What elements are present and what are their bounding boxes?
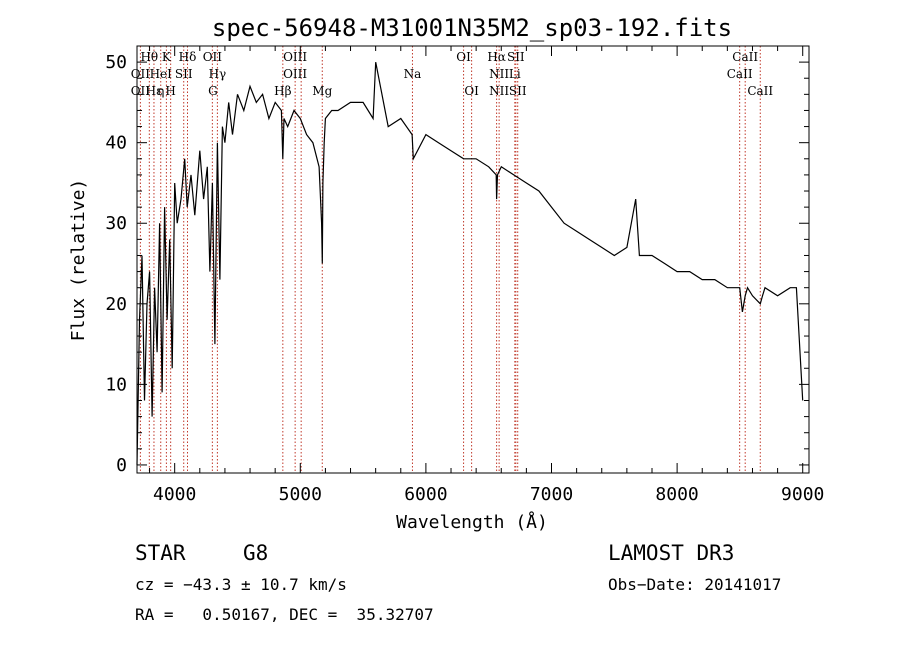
object-subclass: G8	[243, 541, 268, 565]
line-label-18: OI	[456, 50, 471, 64]
line-label-1: OII	[131, 67, 151, 81]
x-tick-label-6000: 6000	[404, 484, 447, 505]
line-label-15: Hβ	[274, 84, 291, 98]
line-label-27: CaII	[727, 67, 753, 81]
line-label-4: HeI	[150, 67, 173, 81]
line-label-6: η	[157, 84, 164, 98]
line-label-19: OI	[464, 84, 479, 98]
y-tick-label-20: 20	[105, 294, 127, 315]
obs-date: Obs−Date: 20141017	[608, 575, 781, 594]
line-label-24: NII	[489, 84, 509, 98]
line-label-14: OIII	[283, 67, 307, 81]
line-label-23: Li	[509, 67, 521, 81]
coordinates: RA = 0.50167, DEC = 35.32707	[135, 605, 434, 624]
x-tick-label-7000: 7000	[530, 484, 573, 505]
line-label-5: K	[162, 50, 172, 64]
x-axis-ticks: 4000 5000 6000 7000 8000 9000	[149, 46, 824, 505]
x-tick-label-5000: 5000	[279, 484, 322, 505]
y-tick-label-40: 40	[105, 133, 127, 154]
line-label-3: Hε	[146, 84, 163, 98]
line-label-12: G	[208, 84, 218, 98]
line-label-13: OIII	[283, 50, 307, 64]
y-tick-label-10: 10	[105, 374, 127, 395]
line-label-0: Hθ	[140, 50, 158, 64]
line-label-21: SII	[507, 50, 525, 64]
line-label-20: Hα	[487, 50, 506, 64]
line-label-16: Mg	[312, 84, 332, 98]
line-label-11: Hγ	[209, 67, 227, 81]
y-tick-label-0: 0	[116, 455, 127, 476]
survey-name: LAMOST DR3	[608, 541, 734, 565]
line-label-10: OII	[203, 50, 223, 64]
chart-title: spec-56948-M31001N35M2_sp03-192.fits	[212, 14, 732, 42]
line-label-8: SII	[175, 67, 193, 81]
y-axis-label: Flux (relative)	[68, 179, 89, 342]
line-label-2: OII	[131, 84, 151, 98]
object-class: STAR	[135, 541, 186, 565]
line-label-26: CaII	[732, 50, 758, 64]
line-label-9: Hδ	[179, 50, 197, 64]
y-axis-ticks: 0 10 20 30 40 50	[105, 52, 809, 476]
spectrum-line	[136, 61, 804, 465]
y-tick-label-50: 50	[105, 52, 127, 73]
line-label-7: H	[165, 84, 175, 98]
x-tick-label-4000: 4000	[153, 484, 196, 505]
line-label-28: CaII	[747, 84, 773, 98]
plot-frame	[136, 45, 810, 474]
line-label-17: Na	[404, 67, 422, 81]
redshift-text: cz = −43.3 ± 10.7 km/s	[135, 575, 347, 594]
y-tick-label-30: 30	[105, 213, 127, 234]
x-axis-label: Wavelength (Å)	[396, 511, 548, 533]
x-tick-label-9000: 9000	[781, 484, 824, 505]
line-label-22: NII	[489, 67, 509, 81]
emission-line-markers	[139, 46, 761, 473]
line-label-25: SII	[509, 84, 527, 98]
x-tick-label-8000: 8000	[655, 484, 698, 505]
